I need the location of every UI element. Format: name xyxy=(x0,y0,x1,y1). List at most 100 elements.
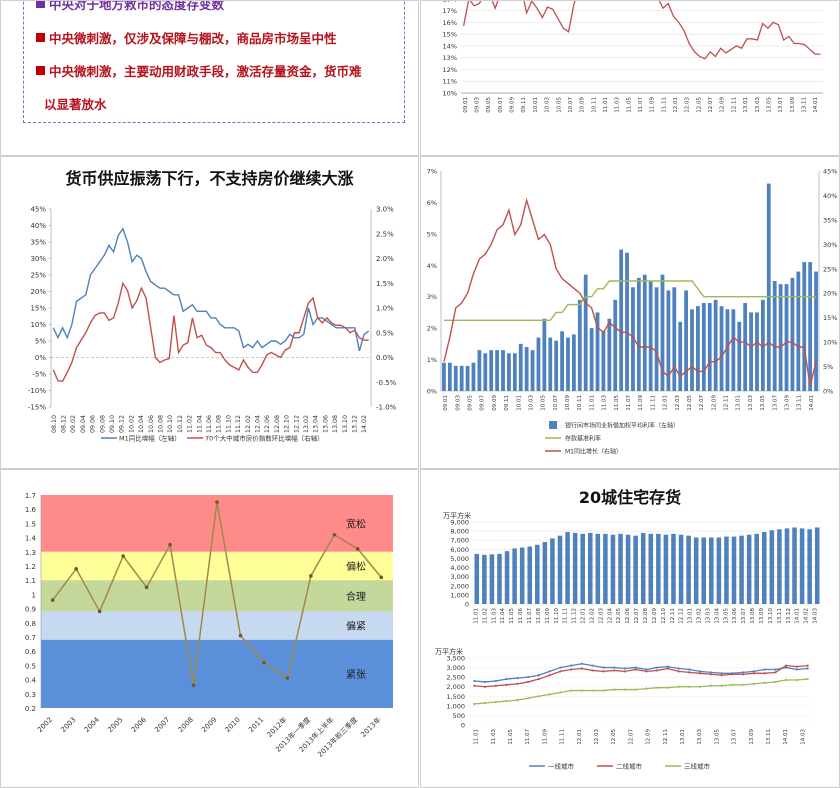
x-tick-label: 2013年前三季度 xyxy=(315,715,359,759)
legend-label: 70个大中城市房价指数环比增幅（右轴） xyxy=(205,434,324,443)
tier-point xyxy=(795,678,798,682)
x-tick-label: 13.11 xyxy=(801,97,807,113)
x-tick-label: 13.10 xyxy=(342,415,349,433)
m1-chart-title: 货币供应振荡下行，不支持房价继续大涨 xyxy=(65,169,354,188)
y-tick-label-left: 10% xyxy=(30,321,46,329)
x-tick-label: 10.05 xyxy=(541,395,547,411)
y-tick-label: 3,500 xyxy=(446,655,465,663)
x-tick-label: 10.05 xyxy=(556,97,562,113)
y-tick-label: 0 xyxy=(461,722,465,730)
tier-point xyxy=(591,669,594,672)
rate-bar xyxy=(501,350,505,391)
band xyxy=(41,611,393,640)
inventory-bar xyxy=(603,533,608,604)
rate-bar xyxy=(737,321,742,391)
x-tick-label: 12.01 xyxy=(581,608,587,624)
rate-bar xyxy=(554,340,559,391)
band xyxy=(41,580,393,612)
x-tick-label: 11.01 xyxy=(474,729,480,745)
x-tick-label: 12.07 xyxy=(634,608,640,624)
y-tick-label: 1.2 xyxy=(25,563,36,571)
y-tick-label-left: -5% xyxy=(32,371,46,379)
stance-point xyxy=(144,585,149,590)
tier-point xyxy=(570,668,573,671)
stance-point xyxy=(285,676,290,680)
y-tick-label-left: 45% xyxy=(30,206,46,214)
y-tick-label: 1.4 xyxy=(25,535,37,543)
rate-bar xyxy=(459,365,464,391)
x-tick-label: 11.08 xyxy=(216,415,223,433)
y-tick-label: 1.3 xyxy=(25,549,36,557)
inventory-bar xyxy=(769,530,775,604)
tier-point xyxy=(666,665,669,668)
x-tick-label: 09.05 xyxy=(467,395,473,411)
tier-point xyxy=(505,683,508,686)
tier-point xyxy=(537,674,540,677)
tier-point xyxy=(537,677,540,681)
tier-point xyxy=(537,695,540,698)
rate-bar xyxy=(483,353,488,391)
inventory-bar xyxy=(587,532,593,604)
y-tick-label: 0.3 xyxy=(25,691,36,699)
y-tick-label: 1.5 xyxy=(25,520,36,528)
y-tick-label-right: 0.0% xyxy=(376,354,394,362)
y-tick-label-left: -10% xyxy=(28,387,46,395)
tier-point xyxy=(548,693,551,696)
bullet-square-icon xyxy=(36,66,45,75)
x-tick-label: 2012年 xyxy=(265,715,289,739)
x-tick-label: 14.01 xyxy=(783,729,789,745)
rate-bar xyxy=(572,334,576,391)
x-tick-label: 13.02 xyxy=(303,415,310,433)
x-tick-label: 11.03 xyxy=(491,608,497,624)
band xyxy=(41,551,393,581)
x-tick-label: 13.05 xyxy=(760,395,766,411)
x-tick-label: 12.03 xyxy=(675,395,681,411)
tier-point xyxy=(666,667,669,670)
y-tick-label-left: 4% xyxy=(427,262,437,270)
x-tick-label: 13.11 xyxy=(766,729,772,745)
x-tick-label: 12.05 xyxy=(611,729,617,745)
x-tick-label: 12.01 xyxy=(663,395,669,411)
stance-point xyxy=(168,542,172,547)
y-tick-label-right: 40% xyxy=(823,192,837,200)
x-tick-label: 10.12 xyxy=(177,415,184,433)
x-tick-label: 11.05 xyxy=(508,729,514,745)
tier-point xyxy=(656,686,659,689)
tier-point xyxy=(484,701,487,705)
y-tick-label-left: 5% xyxy=(35,338,46,346)
tier-point xyxy=(806,664,809,667)
deposit-rate-line xyxy=(443,280,817,321)
rate-bar xyxy=(761,299,765,391)
inventory-bar xyxy=(807,529,812,604)
x-tick-label: 14.03 xyxy=(813,608,819,624)
x-tick-label: 12.09 xyxy=(646,729,652,745)
y-tick-label: 7,000 xyxy=(450,537,469,545)
x-tick-label: 10.11 xyxy=(591,97,597,113)
rate-bar xyxy=(642,274,647,391)
inventory-bar xyxy=(671,533,676,604)
tier-point xyxy=(580,667,583,670)
tier-point xyxy=(774,680,777,684)
rate-bar xyxy=(548,337,553,391)
x-tick-label: 12.03 xyxy=(685,97,691,113)
x-tick-label: 12.07 xyxy=(699,395,705,411)
y-tick-label-right: 0.5% xyxy=(376,329,394,337)
tier-point xyxy=(623,670,626,673)
x-tick-label: 13.01 xyxy=(743,97,749,113)
x-tick-label: 11.05 xyxy=(509,608,515,624)
y-tick-label-left: -15% xyxy=(28,404,46,412)
x-tick-label: 12.07 xyxy=(628,729,634,745)
rate-bar xyxy=(447,362,452,391)
inventory-bar xyxy=(625,534,631,604)
rate-bar xyxy=(607,318,612,391)
tier-point xyxy=(688,671,691,674)
tier-point xyxy=(785,664,788,667)
inventory-bar xyxy=(784,528,790,604)
rate-bar xyxy=(453,365,458,391)
x-tick-label: 11.12 xyxy=(235,415,242,433)
rate-bar xyxy=(530,350,535,391)
y-tick-label-left: 7% xyxy=(427,168,437,176)
inventory-bar xyxy=(565,532,570,604)
tier-point xyxy=(699,685,702,688)
tier-point xyxy=(699,670,702,673)
